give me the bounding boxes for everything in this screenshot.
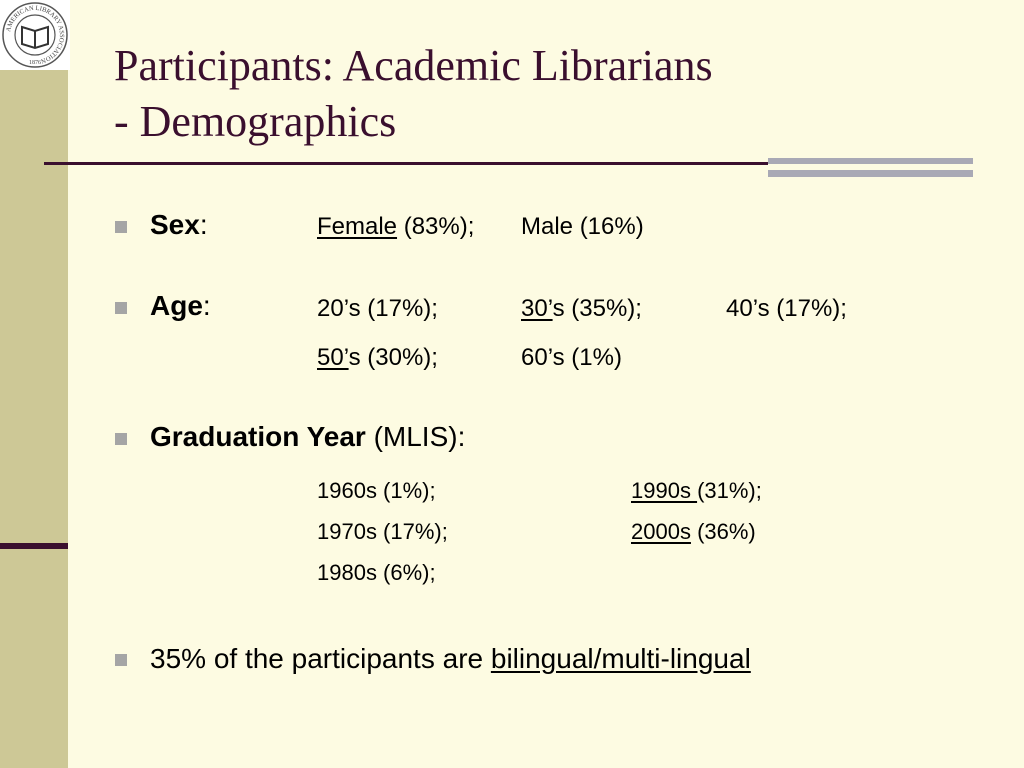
age-50s: 50’s (30%); <box>317 344 438 371</box>
sex-heading: Sex: <box>150 209 208 240</box>
grad-1970s: 1970s (17%); <box>317 519 448 544</box>
grad-1990s: 1990s (31%); <box>631 478 762 503</box>
grad-heading: Graduation Year (MLIS): <box>150 421 466 452</box>
grad-1980s: 1980s (6%); <box>317 560 436 585</box>
bullet-icon <box>115 654 127 666</box>
age-40s: 40’s (17%); <box>726 295 847 322</box>
title-divider <box>44 162 768 165</box>
slide-title: Participants: Academic Librarians - Demo… <box>114 38 713 150</box>
title-line-2: - Demographics <box>114 97 397 146</box>
grad-1990s-link[interactable]: 1990s <box>631 478 698 503</box>
grad-2000s-link[interactable]: 2000s <box>631 519 691 544</box>
logo-year: 1876 <box>29 60 41 66</box>
age-30s-link[interactable]: 30’ <box>521 295 553 322</box>
sex-female: Female (83%); <box>317 213 475 240</box>
accent-bar-top <box>768 158 973 164</box>
bilingual-link[interactable]: bilingual/multi-lingual <box>490 643 751 674</box>
female-link[interactable]: Female <box>317 213 398 240</box>
ala-seal-icon: AMERICAN LIBRARY ASSOCIATION 1876 <box>2 2 68 68</box>
age-60s: 60’s (1%) <box>521 344 622 371</box>
age-50s-link[interactable]: 50’ <box>317 344 349 371</box>
grad-2000s: 2000s (36%) <box>631 519 756 544</box>
title-line-1: Participants: Academic Librarians <box>114 41 713 90</box>
bullet-icon <box>115 221 127 233</box>
bilingual-text: 35% of the participants are bilingual/mu… <box>150 643 751 674</box>
accent-bar-bottom <box>768 170 973 177</box>
age-20s: 20’s (17%); <box>317 295 438 322</box>
age-30s: 30’s (35%); <box>521 295 642 322</box>
grad-1960s: 1960s (1%); <box>317 478 436 503</box>
left-sidebar-bar <box>0 70 68 768</box>
age-heading: Age: <box>150 290 211 321</box>
bullet-icon <box>115 302 127 314</box>
ala-logo: AMERICAN LIBRARY ASSOCIATION 1876 <box>0 0 70 70</box>
sex-male: Male (16%) <box>521 213 644 240</box>
bullet-icon <box>115 433 127 445</box>
left-sidebar-rule <box>0 543 68 549</box>
